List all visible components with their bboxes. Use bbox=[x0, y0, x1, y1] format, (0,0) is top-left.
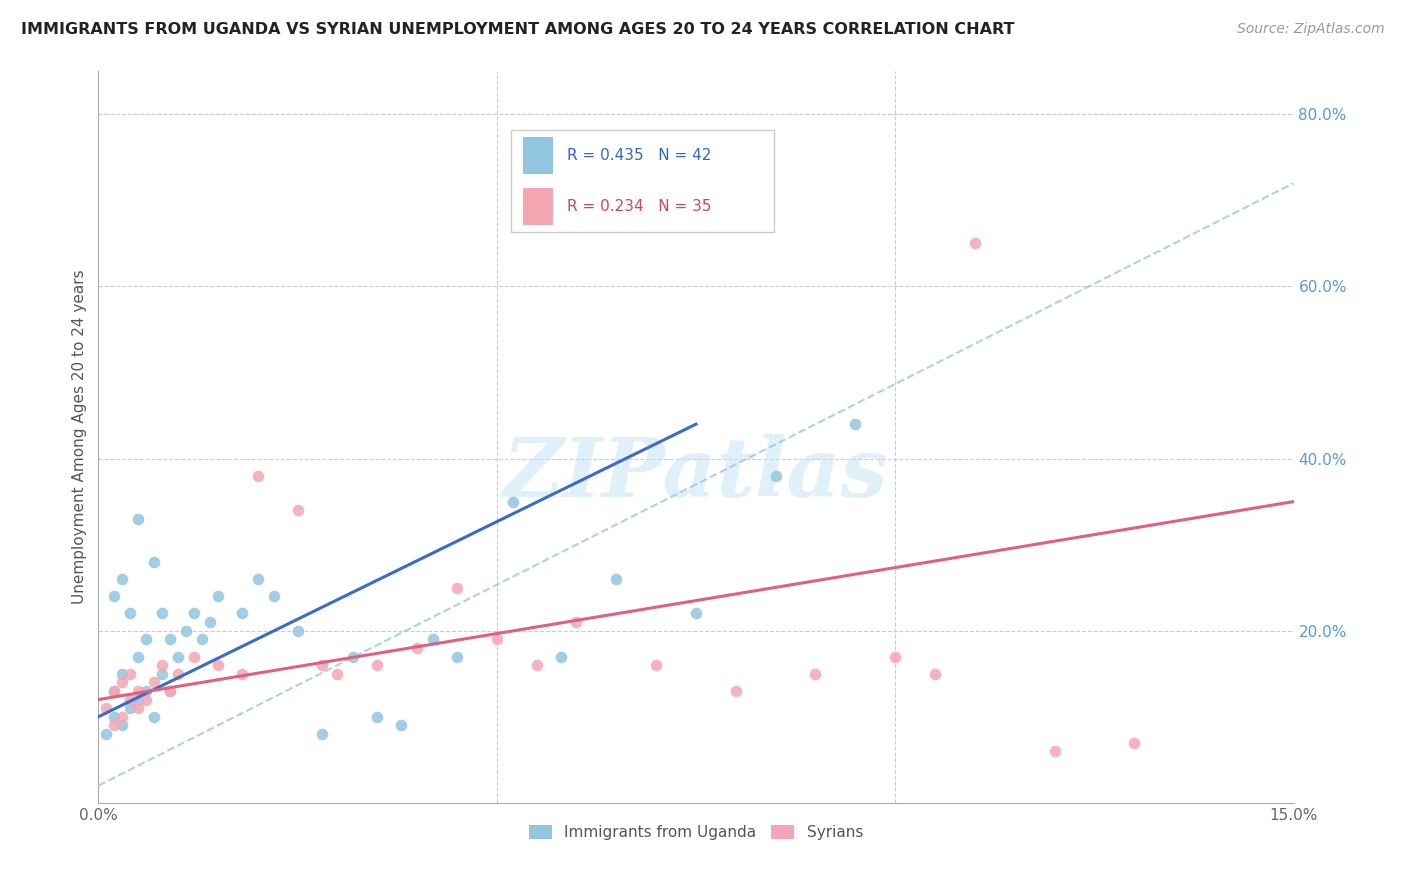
Point bbox=[1043, 744, 1066, 758]
Point bbox=[135, 692, 157, 706]
Point bbox=[550, 649, 572, 664]
Point bbox=[135, 632, 157, 647]
Point bbox=[389, 718, 412, 732]
Point bbox=[127, 649, 149, 664]
Point bbox=[111, 710, 134, 724]
Point bbox=[120, 607, 142, 621]
Point bbox=[103, 684, 125, 698]
Y-axis label: Unemployment Among Ages 20 to 24 years: Unemployment Among Ages 20 to 24 years bbox=[72, 269, 87, 605]
Point bbox=[120, 701, 142, 715]
Point bbox=[135, 684, 157, 698]
Point bbox=[167, 649, 190, 664]
Point bbox=[103, 718, 125, 732]
Point bbox=[502, 494, 524, 508]
Point bbox=[1123, 735, 1146, 749]
Point bbox=[246, 572, 269, 586]
Point bbox=[198, 615, 221, 629]
Legend: Immigrants from Uganda, Syrians: Immigrants from Uganda, Syrians bbox=[523, 819, 869, 847]
Point bbox=[804, 666, 827, 681]
Point bbox=[565, 615, 588, 629]
Point bbox=[765, 468, 787, 483]
Point bbox=[963, 236, 986, 251]
Point bbox=[127, 692, 149, 706]
Point bbox=[246, 468, 269, 483]
Point bbox=[366, 658, 388, 673]
Point bbox=[366, 710, 388, 724]
Text: R = 0.234   N = 35: R = 0.234 N = 35 bbox=[567, 199, 711, 214]
Point bbox=[103, 589, 125, 603]
Point bbox=[191, 632, 214, 647]
Point bbox=[159, 632, 181, 647]
Point bbox=[207, 658, 229, 673]
Point bbox=[924, 666, 946, 681]
Point bbox=[111, 718, 134, 732]
Bar bbox=[523, 188, 553, 225]
Point bbox=[120, 666, 142, 681]
Point bbox=[111, 572, 134, 586]
Point bbox=[446, 581, 468, 595]
Point bbox=[526, 658, 548, 673]
Point bbox=[167, 666, 190, 681]
Bar bbox=[510, 130, 773, 232]
Point bbox=[183, 607, 205, 621]
Bar bbox=[523, 137, 553, 174]
Point bbox=[150, 607, 173, 621]
Point bbox=[127, 684, 149, 698]
Point bbox=[183, 649, 205, 664]
Point bbox=[342, 649, 364, 664]
Point bbox=[231, 666, 253, 681]
Point bbox=[120, 692, 142, 706]
Point bbox=[96, 701, 118, 715]
Point bbox=[884, 649, 907, 664]
Point bbox=[127, 512, 149, 526]
Point bbox=[311, 727, 333, 741]
Point bbox=[159, 684, 181, 698]
Point bbox=[96, 727, 118, 741]
Point bbox=[685, 607, 707, 621]
Point bbox=[174, 624, 197, 638]
Point bbox=[605, 572, 627, 586]
Point bbox=[231, 607, 253, 621]
Point bbox=[150, 658, 173, 673]
Text: R = 0.435   N = 42: R = 0.435 N = 42 bbox=[567, 148, 711, 163]
Point bbox=[311, 658, 333, 673]
Point bbox=[127, 701, 149, 715]
Point bbox=[326, 666, 349, 681]
Point bbox=[724, 684, 747, 698]
Text: Source: ZipAtlas.com: Source: ZipAtlas.com bbox=[1237, 22, 1385, 37]
Point bbox=[111, 675, 134, 690]
Text: ZIPatlas: ZIPatlas bbox=[503, 434, 889, 514]
Point bbox=[103, 710, 125, 724]
Point bbox=[143, 675, 166, 690]
Text: IMMIGRANTS FROM UGANDA VS SYRIAN UNEMPLOYMENT AMONG AGES 20 TO 24 YEARS CORRELAT: IMMIGRANTS FROM UGANDA VS SYRIAN UNEMPLO… bbox=[21, 22, 1015, 37]
Point bbox=[446, 649, 468, 664]
Point bbox=[485, 632, 508, 647]
Point bbox=[263, 589, 285, 603]
Point bbox=[406, 640, 429, 655]
Point bbox=[150, 666, 173, 681]
Point bbox=[143, 555, 166, 569]
Point bbox=[645, 658, 668, 673]
Point bbox=[103, 684, 125, 698]
Point bbox=[287, 503, 309, 517]
Point bbox=[111, 666, 134, 681]
Point bbox=[143, 710, 166, 724]
Point bbox=[287, 624, 309, 638]
Point bbox=[159, 684, 181, 698]
Point bbox=[422, 632, 444, 647]
Point bbox=[844, 417, 866, 432]
Point bbox=[207, 589, 229, 603]
